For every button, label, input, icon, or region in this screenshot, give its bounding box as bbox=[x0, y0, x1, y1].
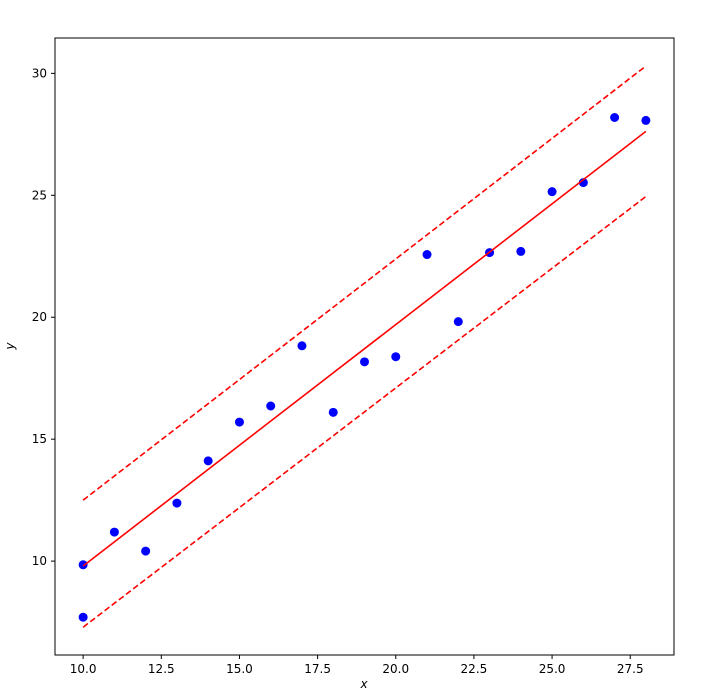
x-tick-label: 12.5 bbox=[148, 662, 175, 676]
data-point bbox=[297, 341, 307, 351]
data-point bbox=[391, 352, 401, 362]
data-point bbox=[360, 357, 369, 367]
y-tick-label: 20 bbox=[32, 310, 47, 324]
x-tick-label: 25.0 bbox=[539, 662, 566, 676]
data-point bbox=[422, 250, 432, 260]
data-point bbox=[516, 246, 526, 256]
data-point bbox=[78, 612, 88, 622]
data-point bbox=[78, 560, 88, 570]
prediction-band bbox=[82, 195, 647, 628]
data-point bbox=[109, 527, 119, 537]
fit-line bbox=[82, 130, 647, 567]
data-point bbox=[203, 456, 213, 466]
data-point bbox=[266, 401, 276, 411]
data-point bbox=[641, 115, 651, 125]
data-point bbox=[172, 498, 182, 508]
prediction-band bbox=[82, 65, 647, 501]
y-tick-label: 10 bbox=[32, 554, 47, 568]
x-tick-label: 27.5 bbox=[617, 662, 644, 676]
x-axis-label: x bbox=[359, 677, 368, 691]
data-point bbox=[578, 178, 588, 188]
x-tick-label: 17.5 bbox=[304, 662, 331, 676]
y-tick-label: 30 bbox=[32, 66, 47, 80]
data-point bbox=[547, 187, 557, 197]
data-point bbox=[453, 317, 463, 327]
data-point bbox=[328, 407, 338, 417]
data-point bbox=[141, 546, 151, 556]
x-tick-label: 15.0 bbox=[226, 662, 253, 676]
x-tick-label: 22.5 bbox=[461, 662, 488, 676]
data-point bbox=[610, 113, 620, 123]
data-point bbox=[234, 417, 244, 427]
y-axis-label: y bbox=[3, 342, 17, 351]
x-tick-label: 10.0 bbox=[70, 662, 97, 676]
plot-frame bbox=[54, 37, 675, 656]
x-tick-label: 20.0 bbox=[382, 662, 409, 676]
y-tick-label: 25 bbox=[32, 188, 47, 202]
y-tick-label: 15 bbox=[32, 432, 47, 446]
